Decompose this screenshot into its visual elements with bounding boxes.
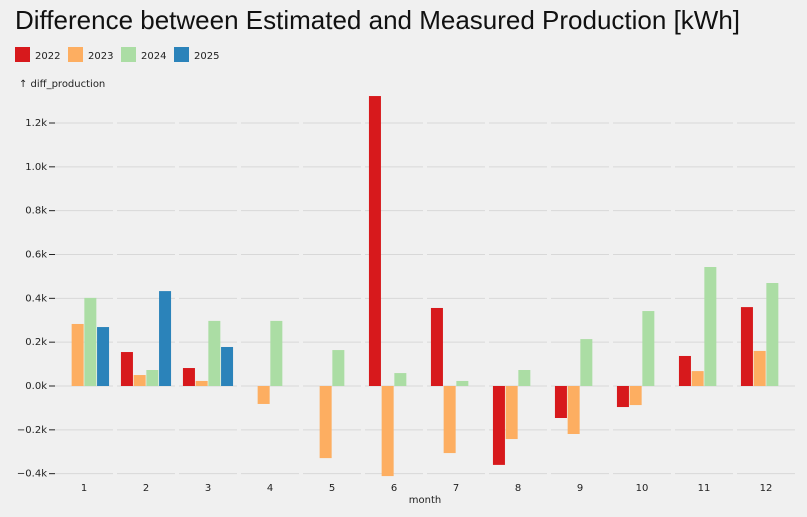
bar [195,380,208,386]
bar [629,386,642,406]
bar [554,386,567,418]
bar [97,327,110,386]
bar [567,386,580,434]
x-tick-label: 9 [577,483,583,494]
legend-swatch [174,47,189,62]
bar [270,320,283,386]
bar [456,380,469,386]
x-tick-label: 1 [81,483,87,494]
bar [642,311,655,386]
bar [368,96,381,386]
x-tick-label: 4 [267,483,273,494]
bar [159,291,172,386]
bar [120,352,133,386]
bar [381,386,394,477]
x-tick-label: 2 [143,483,149,494]
y-tick-label: −0.2k [17,425,47,436]
y-tick-label: 0.0k [25,381,47,392]
x-tick-label: 11 [698,483,711,494]
chart-title: Difference between Estimated and Measure… [15,5,740,35]
y-tick-label: −0.4k [17,469,47,480]
bar [505,386,518,440]
legend-label: 2022 [35,51,60,62]
y-tick-label: 0.2k [25,337,47,348]
bar [766,282,779,386]
legend-label: 2024 [141,51,166,62]
bar [146,370,159,386]
y-tick-label: 0.8k [25,206,47,217]
x-tick-label: 5 [329,483,335,494]
legend-label: 2023 [88,51,113,62]
legend-label: 2025 [194,51,219,62]
bar [84,297,97,386]
bar [691,371,704,386]
bar [257,386,270,404]
bar [182,368,195,386]
bar [740,307,753,386]
x-axis-label: month [409,495,441,506]
y-tick-label: 1.2k [25,118,47,129]
legend-swatch [15,47,30,62]
bar [430,307,443,386]
bar [580,339,593,386]
x-tick-label: 6 [391,483,397,494]
bar [443,386,456,454]
legend-swatch [68,47,83,62]
x-tick-label: 7 [453,483,459,494]
bar [208,320,221,386]
y-tick-label: 0.6k [25,250,47,261]
x-tick-label: 8 [515,483,521,494]
x-tick-label: 12 [760,483,773,494]
bar [616,386,629,408]
x-tick-label: 10 [636,483,649,494]
bar [332,350,345,386]
bar [518,370,531,386]
bar [71,323,84,386]
bar [753,350,766,386]
bar [678,355,691,386]
legend-swatch [121,47,136,62]
y-tick-label: 1.0k [25,162,47,173]
x-tick-label: 3 [205,483,211,494]
y-tick-label: 0.4k [25,293,47,304]
bar [492,386,505,465]
bar [319,386,332,459]
bar [704,266,717,386]
bar [394,373,407,386]
y-axis-label: ↑ diff_production [19,79,105,90]
bar [133,375,146,386]
bar [221,346,234,386]
